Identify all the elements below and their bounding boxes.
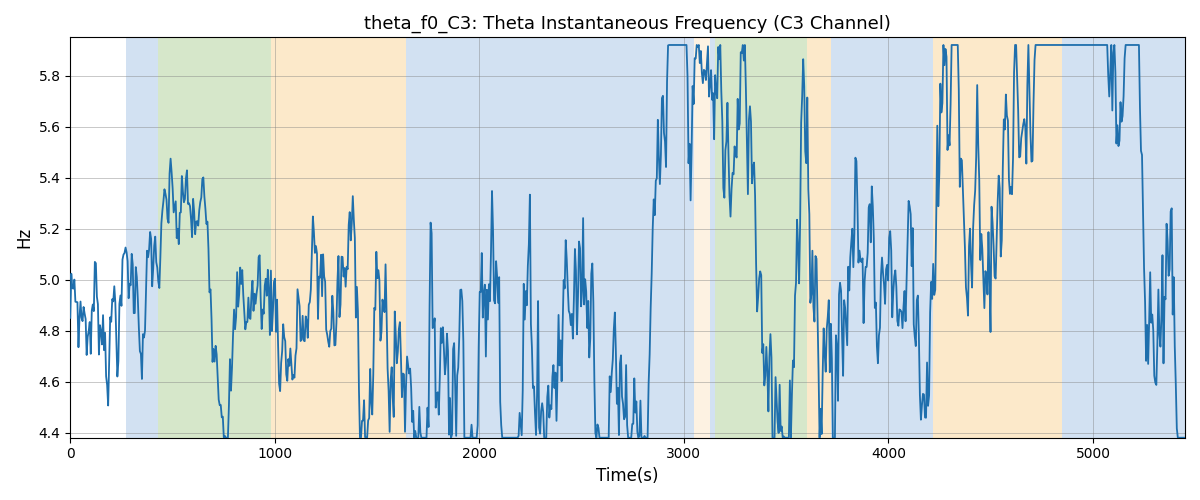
Title: theta_f0_C3: Theta Instantaneous Frequency (C3 Channel): theta_f0_C3: Theta Instantaneous Frequen… <box>365 15 892 34</box>
Bar <box>126 38 158 438</box>
Bar <box>714 38 806 438</box>
Bar <box>710 38 714 438</box>
Bar <box>71 38 126 438</box>
Bar <box>158 38 271 438</box>
Bar <box>694 38 710 438</box>
Bar <box>271 38 406 438</box>
Bar <box>1062 38 1186 438</box>
Bar <box>806 38 832 438</box>
Y-axis label: Hz: Hz <box>16 227 34 248</box>
X-axis label: Time(s): Time(s) <box>596 467 659 485</box>
Bar <box>934 38 1062 438</box>
Bar <box>832 38 934 438</box>
Bar <box>406 38 694 438</box>
